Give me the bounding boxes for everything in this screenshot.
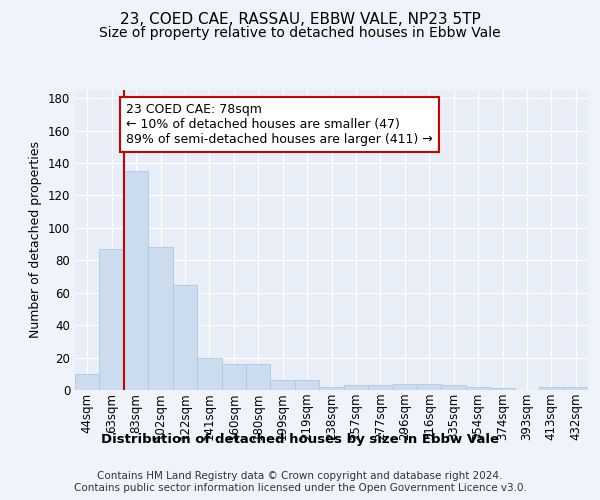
Bar	[75, 374, 100, 390]
Text: 23 COED CAE: 78sqm
← 10% of detached houses are smaller (47)
89% of semi-detache: 23 COED CAE: 78sqm ← 10% of detached hou…	[127, 103, 433, 146]
Bar	[271, 380, 295, 390]
Bar	[368, 385, 392, 390]
Text: Size of property relative to detached houses in Ebbw Vale: Size of property relative to detached ho…	[99, 26, 501, 40]
Text: Distribution of detached houses by size in Ebbw Vale: Distribution of detached houses by size …	[101, 432, 499, 446]
Bar	[148, 248, 173, 390]
Bar	[319, 387, 344, 390]
Text: Contains HM Land Registry data © Crown copyright and database right 2024.
Contai: Contains HM Land Registry data © Crown c…	[74, 471, 526, 492]
Bar	[466, 387, 490, 390]
Bar	[563, 387, 588, 390]
Bar	[197, 358, 221, 390]
Y-axis label: Number of detached properties: Number of detached properties	[29, 142, 42, 338]
Text: 23, COED CAE, RASSAU, EBBW VALE, NP23 5TP: 23, COED CAE, RASSAU, EBBW VALE, NP23 5T…	[119, 12, 481, 28]
Bar	[124, 171, 148, 390]
Bar	[490, 388, 515, 390]
Bar	[173, 284, 197, 390]
Bar	[539, 387, 563, 390]
Bar	[417, 384, 442, 390]
Bar	[221, 364, 246, 390]
Bar	[344, 385, 368, 390]
Bar	[392, 384, 417, 390]
Bar	[100, 249, 124, 390]
Bar	[295, 380, 319, 390]
Bar	[246, 364, 271, 390]
Bar	[442, 385, 466, 390]
